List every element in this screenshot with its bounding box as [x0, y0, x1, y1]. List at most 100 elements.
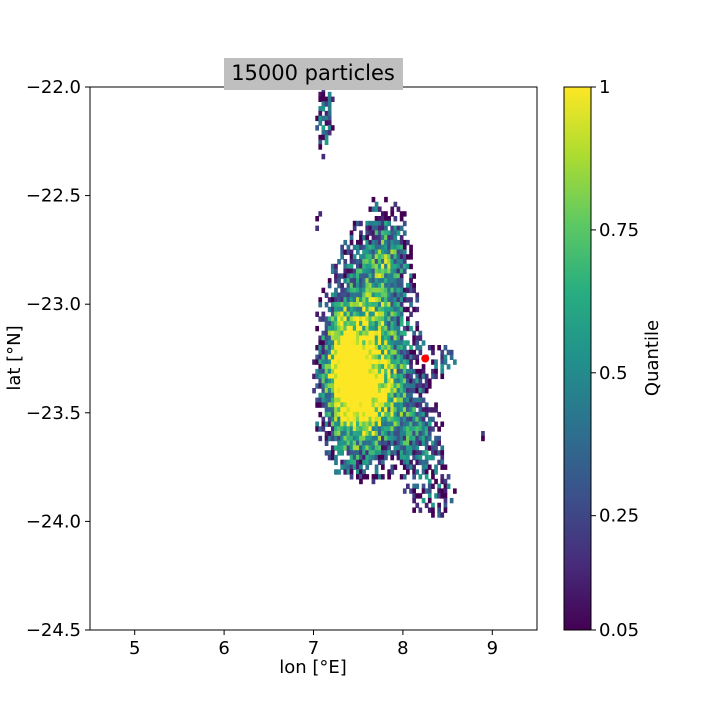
density-cell	[368, 321, 373, 327]
density-cell	[340, 287, 344, 294]
density-cell	[371, 325, 376, 332]
density-cell	[349, 364, 354, 370]
density-cell	[321, 364, 326, 370]
density-cell	[365, 474, 370, 480]
density-cell	[387, 378, 391, 384]
density-cell	[318, 316, 323, 322]
density-cell	[346, 287, 351, 294]
density-cell	[330, 263, 335, 270]
density-cell	[384, 450, 388, 456]
density-cell	[340, 407, 344, 413]
density-cell	[349, 459, 354, 466]
density-cell	[415, 359, 420, 365]
density-cell	[365, 278, 370, 284]
density-cell	[359, 445, 363, 451]
density-cell	[443, 478, 448, 485]
density-cell	[437, 507, 441, 513]
density-cell	[315, 115, 319, 122]
density-cell	[415, 345, 420, 351]
density-cell	[381, 474, 385, 480]
density-cell	[337, 431, 341, 437]
density-cell	[362, 330, 366, 337]
density-cell	[409, 311, 413, 317]
particle-density-layer	[312, 87, 485, 518]
density-cell	[340, 445, 344, 451]
density-cell	[365, 440, 370, 446]
density-cell	[415, 493, 420, 499]
density-cell	[381, 407, 385, 413]
density-cell	[371, 402, 376, 408]
density-cell	[412, 488, 416, 494]
density-cell	[321, 106, 326, 112]
density-cell	[340, 421, 344, 427]
density-cell	[368, 239, 373, 246]
density-cell	[387, 316, 391, 322]
density-cell	[406, 464, 410, 470]
density-cell	[393, 244, 398, 251]
density-cell	[377, 292, 382, 298]
density-cell	[371, 235, 376, 241]
density-cell	[437, 426, 441, 432]
density-cell	[396, 263, 401, 270]
density-cell	[327, 297, 332, 303]
density-cell	[318, 411, 323, 418]
density-cell	[396, 392, 401, 399]
density-cell	[412, 349, 416, 356]
density-cell	[412, 431, 416, 437]
density-cell	[343, 316, 348, 322]
density-cell	[406, 392, 410, 399]
density-cell	[481, 435, 485, 442]
density-cell	[334, 411, 338, 418]
density-cell	[346, 263, 351, 270]
release-point-marker	[421, 354, 430, 363]
density-cell	[418, 407, 423, 413]
density-cell	[374, 368, 379, 375]
density-cell	[362, 345, 366, 351]
density-cell	[368, 263, 373, 270]
density-cell	[384, 431, 388, 437]
density-cell	[340, 450, 344, 456]
density-cell	[374, 450, 379, 456]
density-cell	[324, 378, 329, 384]
density-cell	[368, 454, 373, 461]
density-cell	[406, 431, 410, 437]
density-cell	[340, 325, 344, 332]
density-cell	[371, 268, 376, 274]
density-cell	[343, 431, 348, 437]
density-cell	[381, 220, 385, 227]
density-cell	[362, 407, 366, 413]
density-cell	[356, 325, 360, 332]
density-cell	[352, 459, 357, 466]
density-cell	[327, 411, 332, 418]
density-cell	[374, 273, 379, 279]
density-cell	[406, 306, 410, 313]
density-cell	[402, 474, 407, 480]
density-cell	[343, 440, 348, 446]
density-cell	[381, 235, 385, 241]
density-cell	[352, 311, 357, 317]
density-cell	[340, 392, 344, 399]
density-cell	[396, 373, 401, 380]
density-cell	[396, 287, 401, 294]
density-cell	[343, 368, 348, 375]
density-cell	[390, 249, 395, 255]
density-cell	[349, 239, 354, 246]
density-cell	[371, 426, 376, 432]
density-cell	[362, 311, 366, 317]
density-cell	[324, 368, 329, 375]
density-cell	[387, 345, 391, 351]
density-cell	[337, 345, 341, 351]
density-cell	[396, 364, 401, 370]
density-cell	[365, 431, 370, 437]
density-cell	[384, 216, 388, 222]
density-cell	[330, 397, 335, 403]
density-cell	[324, 134, 329, 141]
density-cell	[330, 378, 335, 384]
density-cell	[424, 440, 429, 446]
density-cell	[381, 273, 385, 279]
density-cell	[346, 349, 351, 356]
density-cell	[418, 493, 423, 499]
density-cell	[396, 311, 401, 317]
density-cell	[356, 411, 360, 418]
density-cell	[362, 302, 366, 308]
